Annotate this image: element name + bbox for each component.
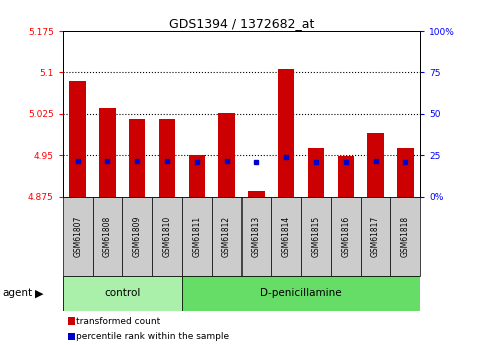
Text: GSM61813: GSM61813: [252, 216, 261, 257]
Bar: [338, 156, 354, 197]
Text: control: control: [104, 288, 141, 298]
Bar: [242, 197, 271, 276]
Bar: [248, 191, 265, 197]
Text: GSM61807: GSM61807: [73, 216, 82, 257]
Text: percentile rank within the sample: percentile rank within the sample: [76, 332, 229, 341]
Bar: [129, 119, 145, 197]
Bar: [271, 197, 301, 276]
Text: GSM61811: GSM61811: [192, 216, 201, 257]
Bar: [189, 155, 205, 197]
Bar: [368, 133, 384, 197]
Text: GSM61816: GSM61816: [341, 216, 350, 257]
Bar: [397, 148, 413, 197]
Bar: [182, 197, 212, 276]
Text: GSM61814: GSM61814: [282, 216, 291, 257]
Text: GSM61817: GSM61817: [371, 216, 380, 257]
Bar: [99, 108, 115, 197]
Bar: [308, 148, 324, 197]
Bar: [159, 119, 175, 197]
Bar: [212, 197, 242, 276]
Bar: [152, 197, 182, 276]
Bar: [70, 81, 86, 197]
Bar: [122, 197, 152, 276]
Text: GSM61812: GSM61812: [222, 216, 231, 257]
Bar: [218, 113, 235, 197]
Text: agent: agent: [2, 288, 32, 298]
Bar: [331, 197, 361, 276]
Bar: [182, 276, 420, 310]
Bar: [301, 197, 331, 276]
Bar: [361, 197, 390, 276]
Text: transformed count: transformed count: [76, 317, 160, 326]
Bar: [278, 69, 294, 197]
Bar: [93, 197, 122, 276]
Text: GSM61810: GSM61810: [163, 216, 171, 257]
Text: GSM61808: GSM61808: [103, 216, 112, 257]
Text: GSM61815: GSM61815: [312, 216, 320, 257]
Bar: [63, 197, 93, 276]
Bar: [63, 276, 182, 310]
Text: GSM61809: GSM61809: [133, 216, 142, 257]
Title: GDS1394 / 1372682_at: GDS1394 / 1372682_at: [169, 17, 314, 30]
Bar: [390, 197, 420, 276]
Text: ▶: ▶: [35, 288, 43, 298]
Text: D-penicillamine: D-penicillamine: [260, 288, 342, 298]
Text: GSM61818: GSM61818: [401, 216, 410, 257]
